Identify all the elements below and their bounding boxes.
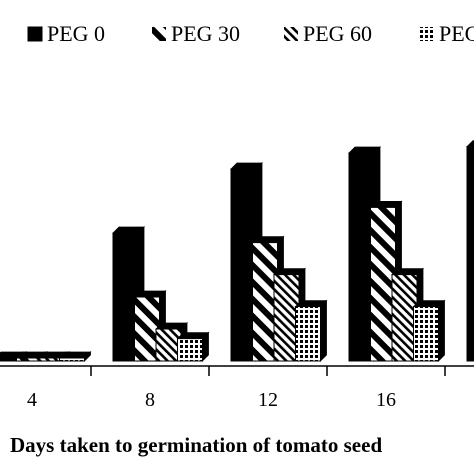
- x-tick-label-4: 4: [27, 389, 37, 411]
- legend-swatch-peg-60: [284, 27, 298, 41]
- legend-swatch-peg-30: [152, 27, 166, 41]
- x-ticks: 48121620: [27, 366, 446, 411]
- legend-label-peg-90: PEG 90: [439, 21, 474, 46]
- legend-label-peg-0: PEG 0: [47, 21, 105, 46]
- bar-peg-0-day-8: [112, 226, 145, 362]
- bar-peg-60-day-8: [155, 322, 188, 362]
- bar-peg-90-day-16: [412, 299, 446, 362]
- legend-label-peg-60: PEG 60: [303, 21, 372, 46]
- x-tick-label-8: 8: [145, 389, 155, 411]
- bar-peg-90-day-4: [58, 351, 92, 362]
- legend: PEG 0 PEG 30 PEG 60 PEG 90: [27, 21, 474, 46]
- bar-peg-90-day-8: [176, 331, 210, 362]
- x-tick-label-12: 12: [258, 389, 278, 411]
- bar-peg-0-day-20: [466, 140, 474, 362]
- bar-peg-90-day-12: [294, 299, 328, 362]
- bars: [0, 140, 474, 362]
- x-tick-label-16: 16: [376, 389, 396, 411]
- legend-swatch-peg-90: [420, 27, 434, 41]
- x-axis-title: Days taken to germination of tomato seed: [10, 433, 382, 457]
- legend-label-peg-30: PEG 30: [171, 21, 240, 46]
- legend-swatch-peg-0: [27, 26, 43, 42]
